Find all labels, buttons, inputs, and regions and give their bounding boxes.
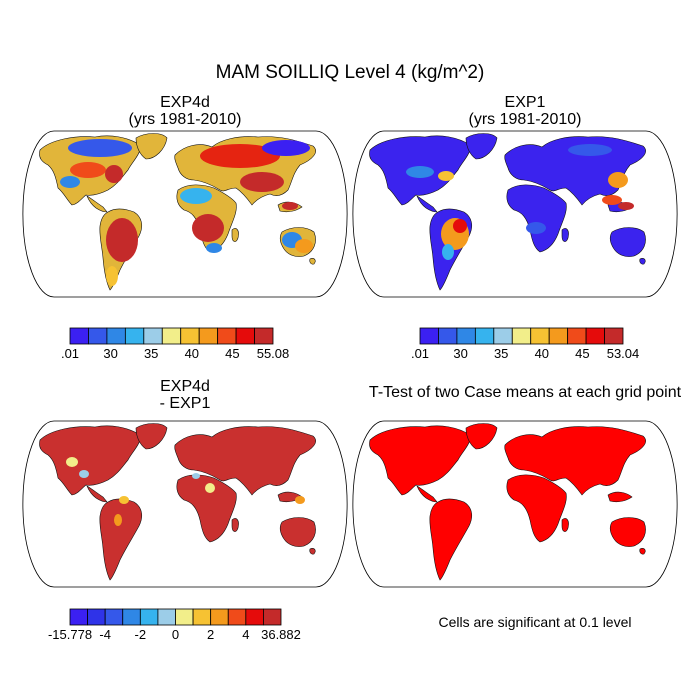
colorbar2-label: .01	[411, 346, 429, 361]
colorbar3-swatch	[157, 608, 176, 626]
colorbar3-swatch	[227, 608, 247, 626]
colorbar2-label: 40	[535, 346, 549, 361]
colorbar2-swatch	[530, 327, 550, 345]
colorbar1-swatch	[161, 327, 182, 345]
colorbar-panel2: .01 30 35 40 45 53.04	[411, 327, 640, 361]
colorbar2-swatch	[456, 327, 476, 345]
panel1-title-line1: EXP4d	[160, 94, 210, 111]
colorbar3-swatch	[69, 608, 88, 626]
colorbar-panel1: .01 30 35 40 45 55.08	[61, 327, 290, 361]
panel2-title: EXP1 (yrs 1981-2010)	[375, 94, 675, 128]
colorbar2-swatch	[604, 327, 624, 345]
colorbar2-swatch	[474, 327, 495, 345]
colorbar1-label: .01	[61, 346, 79, 361]
panel2-title-line2: (yrs 1981-2010)	[468, 111, 582, 128]
colorbar1-label: 40	[185, 346, 199, 361]
colorbar3-swatch	[104, 608, 124, 626]
colorbar3-swatch	[192, 608, 212, 626]
significance-footnote: Cells are significant at 0.1 level	[438, 614, 632, 630]
colorbar2-swatch	[585, 327, 605, 345]
colorbar3-label: 36.882	[261, 627, 301, 642]
colorbar1-label: 35	[144, 346, 158, 361]
panel1-title-line2: (yrs 1981-2010)	[128, 111, 242, 128]
colorbar2-label: 53.04	[607, 346, 640, 361]
colorbar3-label: -4	[99, 627, 111, 642]
panel3-field-patches	[66, 457, 305, 526]
panel4-title-line1: T-Test of two Case means at each grid po…	[368, 384, 682, 401]
panel2-map	[352, 130, 678, 298]
panel3-title: EXP4d - EXP1	[35, 378, 335, 412]
panel3-map	[22, 420, 348, 588]
colorbar2-swatch	[438, 327, 458, 345]
colorbar1-label: 55.08	[257, 346, 290, 361]
colorbar2-label: 35	[494, 346, 508, 361]
colorbar3-label: -15.778	[48, 627, 92, 642]
panel1-field-patches	[60, 139, 313, 286]
colorbar3-swatch	[175, 608, 194, 626]
colorbar1-label: 30	[103, 346, 117, 361]
colorbar2-swatch	[493, 327, 513, 345]
colorbar1-swatch	[69, 327, 89, 345]
colorbar3-swatch	[263, 608, 282, 626]
colorbar1-swatch	[180, 327, 200, 345]
panel2-title-line1: EXP1	[504, 94, 546, 111]
colorbar1-swatch	[124, 327, 145, 345]
colorbar3-swatch	[139, 608, 159, 626]
colorbar1-swatch	[143, 327, 163, 345]
colorbar3-label: -2	[135, 627, 147, 642]
colorbar3-label: 4	[242, 627, 249, 642]
panel1-map	[22, 130, 348, 298]
colorbar2-swatch	[419, 327, 439, 345]
panel4-title: T-Test of two Case means at each grid po…	[350, 384, 700, 401]
colorbar2-label: 45	[575, 346, 589, 361]
panel3-title-line1: EXP4d	[160, 378, 210, 395]
panel2-field-patches	[406, 144, 634, 260]
figure-title: MAM SOILLIQ Level 4 (kg/m^2)	[215, 62, 485, 83]
colorbar1-swatch	[88, 327, 108, 345]
colorbar3-label: 2	[207, 627, 214, 642]
colorbar3-swatch	[87, 608, 106, 626]
colorbar1-swatch	[235, 327, 255, 345]
colorbar1-swatch	[198, 327, 219, 345]
colorbar2-swatch	[511, 327, 532, 345]
colorbar3-swatch	[245, 608, 264, 626]
colorbar1-swatch	[254, 327, 274, 345]
colorbar3-swatch	[210, 608, 229, 626]
colorbar2-label: 30	[453, 346, 467, 361]
colorbar2-swatch	[567, 327, 587, 345]
colorbar2-swatch	[548, 327, 569, 345]
panel1-title: EXP4d (yrs 1981-2010)	[35, 94, 335, 128]
panel4-map	[352, 420, 678, 588]
colorbar3-swatch	[122, 608, 141, 626]
colorbar-panel3: -15.778 -4 -2 0 2 4 36.882	[48, 608, 301, 642]
colorbar1-label: 45	[225, 346, 239, 361]
colorbar3-label: 0	[172, 627, 179, 642]
panel3-title-line2: - EXP1	[159, 395, 211, 412]
colorbar1-swatch	[106, 327, 126, 345]
colorbar1-swatch	[217, 327, 237, 345]
